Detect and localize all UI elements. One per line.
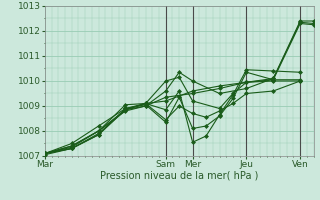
X-axis label: Pression niveau de la mer( hPa ): Pression niveau de la mer( hPa ): [100, 171, 258, 181]
